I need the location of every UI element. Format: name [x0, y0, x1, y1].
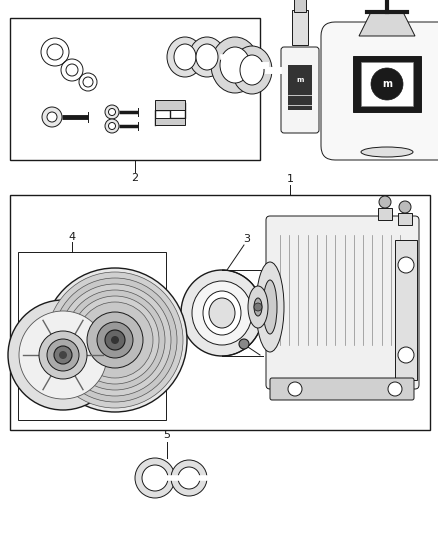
- FancyBboxPatch shape: [321, 22, 438, 160]
- Ellipse shape: [248, 286, 268, 328]
- Ellipse shape: [211, 37, 259, 93]
- Ellipse shape: [220, 47, 250, 83]
- Bar: [395, 240, 417, 380]
- Circle shape: [109, 109, 116, 116]
- Ellipse shape: [263, 280, 277, 334]
- Circle shape: [39, 331, 87, 379]
- Circle shape: [47, 339, 79, 371]
- Circle shape: [54, 346, 72, 364]
- Bar: [288, 65, 312, 110]
- Circle shape: [239, 339, 249, 349]
- Circle shape: [47, 272, 183, 408]
- Circle shape: [109, 123, 116, 130]
- Circle shape: [379, 196, 391, 208]
- Circle shape: [135, 458, 175, 498]
- Ellipse shape: [203, 291, 241, 335]
- Bar: [10, 195, 430, 430]
- Circle shape: [71, 296, 159, 384]
- Ellipse shape: [232, 46, 272, 94]
- Circle shape: [105, 330, 125, 350]
- Circle shape: [19, 311, 107, 399]
- Bar: [353, 56, 421, 112]
- Circle shape: [53, 278, 177, 402]
- Ellipse shape: [209, 298, 235, 328]
- Circle shape: [97, 322, 133, 358]
- Ellipse shape: [167, 37, 203, 77]
- FancyBboxPatch shape: [266, 216, 419, 389]
- Circle shape: [105, 119, 119, 133]
- Circle shape: [83, 77, 93, 87]
- Ellipse shape: [196, 44, 218, 70]
- Text: m: m: [382, 79, 392, 89]
- Circle shape: [398, 257, 414, 273]
- FancyBboxPatch shape: [270, 378, 414, 400]
- Bar: [361, 62, 413, 106]
- FancyBboxPatch shape: [281, 47, 319, 133]
- Ellipse shape: [256, 262, 284, 352]
- Circle shape: [42, 107, 62, 127]
- Text: 1: 1: [286, 174, 293, 184]
- Ellipse shape: [189, 37, 225, 77]
- Ellipse shape: [174, 44, 196, 70]
- Circle shape: [399, 201, 411, 213]
- Circle shape: [111, 336, 119, 344]
- Text: m: m: [297, 77, 304, 83]
- Bar: [294, 0, 306, 12]
- Circle shape: [59, 351, 67, 359]
- Bar: [155, 118, 185, 125]
- Circle shape: [66, 64, 78, 76]
- Circle shape: [398, 347, 414, 363]
- Circle shape: [171, 460, 207, 496]
- Circle shape: [47, 112, 57, 122]
- Circle shape: [77, 302, 153, 378]
- Bar: [378, 208, 392, 220]
- Text: 5: 5: [163, 430, 170, 440]
- Circle shape: [47, 44, 63, 60]
- Ellipse shape: [181, 270, 263, 356]
- Circle shape: [87, 312, 143, 368]
- Circle shape: [142, 465, 168, 491]
- Circle shape: [178, 467, 200, 489]
- Bar: [155, 100, 185, 110]
- Bar: [292, 10, 308, 45]
- Circle shape: [371, 68, 403, 100]
- Ellipse shape: [361, 147, 413, 157]
- Bar: [18, 252, 166, 420]
- Circle shape: [65, 290, 165, 390]
- Text: 4: 4: [68, 232, 76, 242]
- Ellipse shape: [240, 55, 264, 85]
- Text: 3: 3: [244, 234, 251, 244]
- Circle shape: [43, 268, 187, 412]
- Ellipse shape: [192, 281, 252, 345]
- Circle shape: [105, 105, 119, 119]
- Circle shape: [288, 382, 302, 396]
- Ellipse shape: [254, 298, 262, 316]
- Circle shape: [8, 300, 118, 410]
- Bar: [10, 18, 260, 160]
- Circle shape: [254, 303, 262, 311]
- Bar: [398, 213, 412, 225]
- Text: 2: 2: [131, 173, 138, 183]
- Polygon shape: [359, 12, 415, 36]
- Circle shape: [388, 382, 402, 396]
- Circle shape: [59, 284, 171, 396]
